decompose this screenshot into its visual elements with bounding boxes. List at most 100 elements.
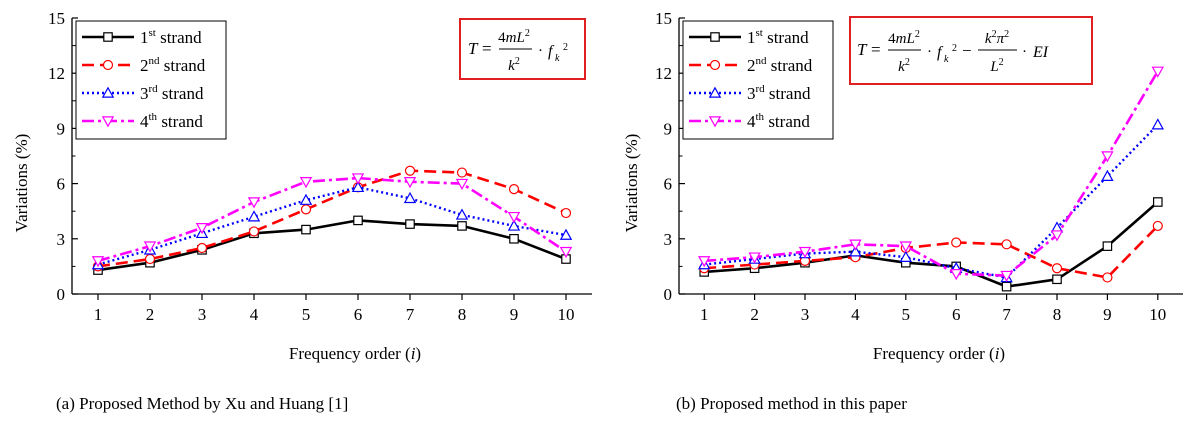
chart-b-series-2-point (1001, 239, 1012, 250)
chart-b-formula: T = 4mL2 k2 · f k 2 − k2π2 L2 · EI (849, 16, 1093, 85)
chart-a-series-4-point (351, 173, 365, 185)
chart-a-series-4-point (91, 256, 105, 268)
chart-b-series-1-point (1102, 241, 1113, 251)
chart-b-series-4-point (748, 252, 761, 264)
chart-a-formula: T = 4mL2 k2 · f k 2 (459, 18, 586, 80)
chart-b-legend-item: 1st strand (689, 27, 809, 47)
chart-b-y-tick-label: 3 (664, 230, 673, 249)
chart-b-x-axis-label-close: ) (999, 344, 1005, 363)
svg-text:k2: k2 (508, 56, 520, 74)
chart-a-legend-item: 4th strand (82, 111, 203, 131)
chart-b-legend-label: 3rd strand (747, 83, 811, 103)
chart-a-series-2 (92, 165, 572, 272)
svg-text:=: = (871, 40, 881, 59)
chart-a-series-3 (91, 180, 573, 270)
svg-text:k2: k2 (898, 57, 910, 75)
svg-text:·: · (538, 43, 543, 59)
chart-b-legend-box (682, 20, 834, 140)
chart-b-x-tick-label: 5 (902, 305, 911, 324)
chart-a-series-3-point (559, 228, 573, 240)
chart-b-x-tick-label: 10 (1149, 305, 1166, 324)
chart-a-series-4-point (143, 241, 157, 253)
chart-a-legend-marker (101, 116, 115, 128)
chart-b-series-2-point (951, 237, 962, 248)
chart-a-series-3-point (247, 210, 261, 222)
chart-b-legend-marker (710, 32, 720, 42)
svg-text:k: k (555, 53, 560, 64)
chart-b-x-tick-label: 7 (1002, 305, 1011, 324)
chart-a-x-axis-label: Frequency order (i) (289, 344, 421, 363)
chart-a-x-tick-label: 10 (558, 305, 575, 324)
chart-b-y-ticks: 0 3 6 9 12 15 (655, 9, 685, 304)
chart-a-series-2-point (508, 184, 520, 195)
chart-a-x-tick-label: 3 (198, 305, 207, 324)
chart-a-y-tick-label: 3 (57, 230, 66, 249)
chart-b-x-ticks: 1 2 3 4 5 6 7 8 9 10 (700, 294, 1166, 324)
chart-a-legend-box (75, 20, 227, 140)
chart-a-legend-item: 2nd strand (82, 55, 206, 75)
chart-a-series-2-point (144, 253, 156, 265)
chart-b-x-tick-label: 2 (750, 305, 759, 324)
chart-b-series-4-point (1101, 151, 1114, 163)
chart-b-series-2-point (1152, 220, 1163, 232)
chart-b-series-2-point (1051, 263, 1063, 274)
svg-text:4mL2: 4mL2 (498, 28, 530, 46)
chart-a-series-4-point (455, 178, 469, 191)
chart-b-series-1-point (1001, 281, 1012, 292)
chart-a-series-2-point (248, 226, 260, 237)
chart-a-x-tick-label: 1 (94, 305, 103, 324)
svg-text:T: T (468, 39, 479, 58)
chart-b-legend-label: 1st strand (747, 27, 809, 47)
chart-a-series-4 (91, 173, 573, 268)
chart-a-x-axis-label-var: i (411, 344, 416, 363)
chart-b-series-3-point (899, 250, 913, 262)
svg-text:L2: L2 (989, 57, 1003, 75)
chart-a-series-1 (93, 215, 571, 275)
chart-a-series-4-line (97, 176, 567, 263)
chart-a-y-tick-label: 9 (57, 119, 66, 138)
chart-a-x-axis-label-close: ) (415, 344, 421, 363)
chart-b-x-tick-label: 3 (801, 305, 810, 324)
chart-a-y-ticks: 0 3 6 9 12 15 (48, 9, 78, 304)
chart-b-series-4-point (697, 256, 711, 268)
chart-a-series-3-point (351, 180, 365, 193)
chart-b-series-3-line (704, 123, 1159, 279)
chart-b-legend-item: 4th strand (689, 111, 810, 131)
svg-text:EI: EI (1032, 44, 1049, 61)
chart-a-x-axis-label-main: Frequency order ( (289, 344, 411, 363)
chart-b-series-1 (699, 197, 1163, 292)
chart-a-series-3-point (403, 191, 417, 204)
svg-text:T: T (857, 40, 868, 59)
chart-b-series-1-point (1052, 274, 1062, 285)
chart-b-x-tick-label: 8 (1053, 305, 1062, 324)
chart-b-series (697, 66, 1165, 292)
chart-b-legend-label: 2nd strand (747, 55, 813, 75)
chart-a-legend-marker (102, 59, 114, 71)
chart-a-y-tick-label: 0 (57, 285, 66, 304)
chart-b-x-axis-label: Frequency order (i) (873, 344, 1005, 363)
chart-a-series-1-point (457, 221, 467, 231)
chart-b-x-axis-label-var: i (995, 344, 1000, 363)
chart-a-series (91, 165, 573, 275)
svg-text:k: k (944, 54, 949, 65)
chart-b-legend-marker (708, 116, 722, 128)
chart-a-legend-label: 1st strand (140, 27, 202, 47)
chart-a-series-2-point (560, 207, 572, 219)
chart-a-y-tick-label: 6 (57, 175, 66, 194)
chart-b-y-tick-label: 0 (664, 285, 673, 304)
chart-b-y-tick-label: 15 (655, 9, 672, 28)
chart-a-legend-item: 3rd strand (82, 83, 204, 103)
chart-b-y-tick-label: 6 (664, 175, 673, 194)
chart-b-series-4-point (949, 269, 963, 281)
chart-b-x-tick-label: 9 (1103, 305, 1112, 324)
chart-a-y-tick-label: 15 (48, 9, 65, 28)
chart-a-series-4-point (403, 177, 417, 189)
chart-b-series-1-point (1152, 197, 1163, 207)
chart-a-x-tick-label: 5 (302, 305, 311, 324)
chart-a-series-2-point (196, 242, 208, 254)
svg-text:f: f (937, 44, 944, 61)
chart-a-x-tick-label: 6 (354, 305, 363, 324)
chart-a-x-tick-label: 2 (146, 305, 155, 324)
